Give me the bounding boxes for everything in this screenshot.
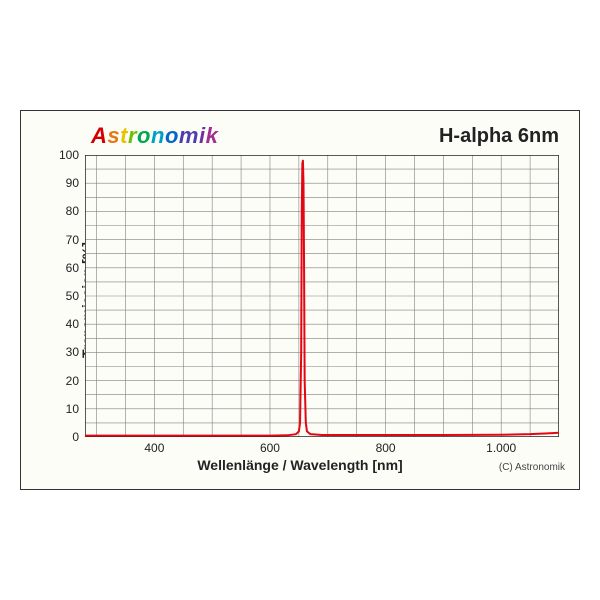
brand-letter: n (151, 123, 165, 148)
brand-letter: m (179, 123, 199, 148)
transmission-chart (85, 155, 559, 437)
y-tick-label: 60 (66, 261, 79, 275)
y-tick-label: 20 (66, 374, 79, 388)
y-tick-label: 40 (66, 317, 79, 331)
brand-letter: s (107, 123, 120, 148)
copyright-text: (C) Astronomik (499, 462, 565, 473)
brand-letter: t (120, 123, 128, 148)
x-axis-label: Wellenlänge / Wavelength [nm] (197, 457, 402, 473)
x-tick-label: 600 (260, 441, 280, 455)
brand-letter: k (206, 123, 219, 148)
y-tick-label: 30 (66, 345, 79, 359)
x-tick-label: 800 (376, 441, 396, 455)
y-tick-label: 80 (66, 204, 79, 218)
y-tick-label: 100 (59, 148, 79, 162)
plot-area: 01020304050607080901004006008001.000 (85, 155, 559, 437)
brand-letter: r (128, 123, 137, 148)
brand-letter: o (137, 123, 151, 148)
brand-letter: A (91, 123, 107, 148)
y-tick-label: 0 (72, 430, 79, 444)
chart-frame: Astronomik H-alpha 6nm Transmission [%] … (20, 110, 580, 490)
brand-letter: o (165, 123, 179, 148)
brand-logo: Astronomik (91, 123, 218, 149)
filter-title: H-alpha 6nm (439, 125, 559, 148)
x-tick-label: 1.000 (486, 441, 516, 455)
x-tick-label: 400 (144, 441, 164, 455)
brand-letter: i (199, 123, 206, 148)
y-tick-label: 50 (66, 289, 79, 303)
y-tick-label: 70 (66, 233, 79, 247)
y-tick-label: 90 (66, 176, 79, 190)
y-tick-label: 10 (66, 402, 79, 416)
